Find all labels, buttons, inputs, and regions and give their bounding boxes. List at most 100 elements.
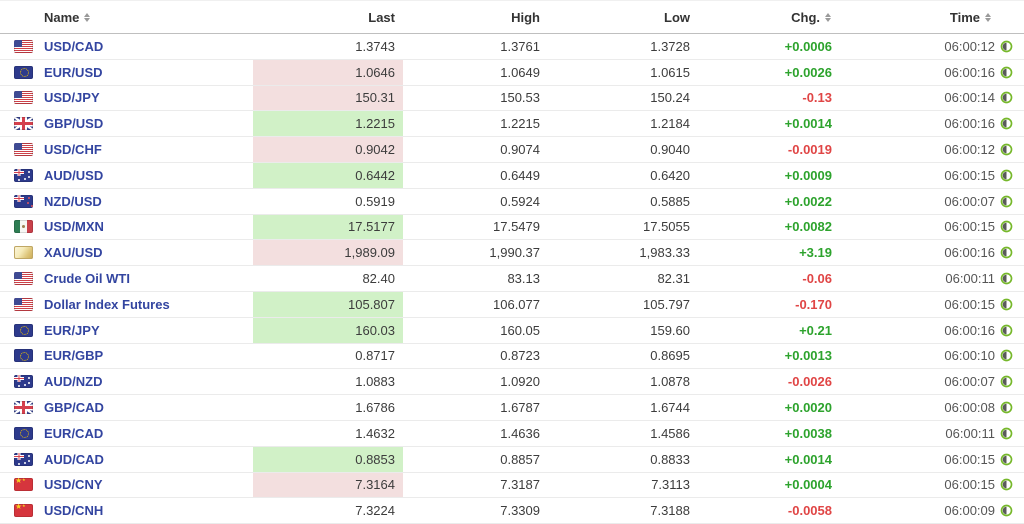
col-header-chg[interactable]: Chg. xyxy=(696,0,838,34)
time-cell: 06:00:07 xyxy=(838,188,1024,215)
low-price-cell: 150.24 xyxy=(546,85,696,112)
time-cell: 06:00:16 xyxy=(838,59,1024,86)
low-price-cell: 1.2184 xyxy=(546,110,696,138)
change-cell: -0.0026 xyxy=(696,368,838,396)
col-header-name[interactable]: Name xyxy=(0,0,253,34)
cn-flag-icon xyxy=(14,504,33,518)
change-cell: +0.0013 xyxy=(696,343,838,370)
low-price-cell: 7.3188 xyxy=(546,497,696,524)
low-price-cell: 1.6744 xyxy=(546,394,696,421)
col-header-name-label: Name xyxy=(44,9,80,25)
instrument-cell: EUR/JPY xyxy=(0,317,253,344)
instrument-link[interactable]: USD/CAD xyxy=(44,38,104,54)
instrument-link[interactable]: USD/MXN xyxy=(44,219,104,235)
time-cell: 06:00:12 xyxy=(838,33,1024,60)
clock-icon xyxy=(1000,324,1013,337)
nz-flag-icon xyxy=(14,194,33,208)
change-cell: +0.0014 xyxy=(696,110,838,138)
instrument-link[interactable]: EUR/CAD xyxy=(44,425,104,441)
last-price-cell: 7.3164 xyxy=(253,472,403,499)
last-price-cell: 0.5919 xyxy=(253,188,403,215)
sort-arrows-icon xyxy=(825,12,832,22)
instrument-link[interactable]: EUR/GBP xyxy=(44,348,104,364)
table-row: USD/CNH 7.3224 7.3309 7.3188 -0.0058 06:… xyxy=(0,497,1024,524)
instrument-link[interactable]: GBP/CAD xyxy=(44,400,104,416)
col-header-low: Low xyxy=(546,0,696,34)
time-value: 06:00:07 xyxy=(944,374,995,390)
instrument-cell: AUD/CAD xyxy=(0,446,253,473)
instrument-link[interactable]: XAU/USD xyxy=(44,245,103,261)
col-header-low-label: Low xyxy=(664,9,690,25)
gb-flag-icon xyxy=(14,117,33,131)
time-value: 06:00:15 xyxy=(944,451,995,467)
time-cell: 06:00:15 xyxy=(838,446,1024,473)
instrument-link[interactable]: USD/JPY xyxy=(44,90,100,106)
time-value: 06:00:14 xyxy=(944,90,995,106)
last-price-cell: 0.6442 xyxy=(253,162,403,189)
clock-icon xyxy=(1000,40,1013,53)
last-price-cell: 0.8717 xyxy=(253,343,403,370)
clock-icon xyxy=(1000,453,1013,465)
time-value: 06:00:15 xyxy=(944,219,995,235)
instrument-link[interactable]: NZD/USD xyxy=(44,193,102,209)
time-value: 06:00:08 xyxy=(944,400,995,416)
time-value: 06:00:12 xyxy=(944,142,995,158)
instrument-cell: XAU/USD xyxy=(0,239,253,267)
last-price-cell: 105.807 xyxy=(253,291,403,318)
low-price-cell: 7.3113 xyxy=(546,472,696,499)
clock-icon xyxy=(1000,92,1013,104)
instrument-link[interactable]: Dollar Index Futures xyxy=(44,296,170,312)
low-price-cell: 0.9040 xyxy=(546,136,696,163)
instrument-link[interactable]: EUR/USD xyxy=(44,64,103,80)
time-cell: 06:00:16 xyxy=(838,110,1024,138)
last-price-cell: 1.0646 xyxy=(253,59,403,86)
us-flag-icon xyxy=(14,143,33,157)
instrument-link[interactable]: USD/CNH xyxy=(44,503,104,519)
instrument-link[interactable]: EUR/JPY xyxy=(44,322,100,338)
time-cell: 06:00:12 xyxy=(838,136,1024,163)
col-header-high-label: High xyxy=(511,9,540,25)
change-cell: -0.06 xyxy=(696,265,838,292)
high-price-cell: 106.077 xyxy=(403,291,546,318)
us-flag-icon xyxy=(14,91,33,105)
table-row: AUD/USD 0.6442 0.6449 0.6420 +0.0009 06:… xyxy=(0,162,1024,189)
instrument-cell: USD/CHF xyxy=(0,136,253,163)
instrument-link[interactable]: USD/CHF xyxy=(44,142,102,158)
table-header-row: Name Last High Low Chg. Time xyxy=(0,0,1024,34)
last-price-cell: 160.03 xyxy=(253,317,403,344)
time-value: 06:00:10 xyxy=(944,348,995,364)
time-cell: 06:00:16 xyxy=(838,317,1024,344)
instrument-link[interactable]: AUD/NZD xyxy=(44,374,103,390)
instrument-link[interactable]: Crude Oil WTI xyxy=(44,271,130,287)
time-value: 06:00:11 xyxy=(945,271,995,287)
low-price-cell: 82.31 xyxy=(546,265,696,292)
change-cell: +0.0020 xyxy=(696,394,838,421)
instrument-link[interactable]: AUD/USD xyxy=(44,167,104,183)
high-price-cell: 1.6787 xyxy=(403,394,546,421)
sort-arrows-icon xyxy=(84,12,91,22)
col-header-high: High xyxy=(403,0,546,34)
last-price-cell: 1.3743 xyxy=(253,33,403,60)
time-cell: 06:00:10 xyxy=(838,343,1024,370)
time-cell: 06:00:15 xyxy=(838,214,1024,241)
au-flag-icon xyxy=(14,452,33,466)
instrument-link[interactable]: GBP/USD xyxy=(44,116,104,132)
table-row: Crude Oil WTI 82.40 83.13 82.31 -0.06 06… xyxy=(0,265,1024,292)
instrument-link[interactable]: USD/CNY xyxy=(44,477,103,493)
time-cell: 06:00:15 xyxy=(838,162,1024,189)
eu-flag-icon xyxy=(14,426,33,440)
low-price-cell: 17.5055 xyxy=(546,214,696,241)
change-cell: -0.0058 xyxy=(696,497,838,524)
instrument-cell: EUR/GBP xyxy=(0,343,253,370)
instrument-cell: AUD/NZD xyxy=(0,368,253,396)
instrument-link[interactable]: AUD/CAD xyxy=(44,451,104,467)
change-cell: -0.170 xyxy=(696,291,838,318)
instrument-cell: GBP/USD xyxy=(0,110,253,138)
col-header-last-label: Last xyxy=(368,9,395,25)
col-header-time[interactable]: Time xyxy=(838,0,1024,34)
low-price-cell: 0.6420 xyxy=(546,162,696,189)
last-price-cell: 150.31 xyxy=(253,85,403,112)
instrument-cell: EUR/USD xyxy=(0,59,253,86)
change-cell: +3.19 xyxy=(696,239,838,267)
au-flag-icon xyxy=(14,168,33,182)
